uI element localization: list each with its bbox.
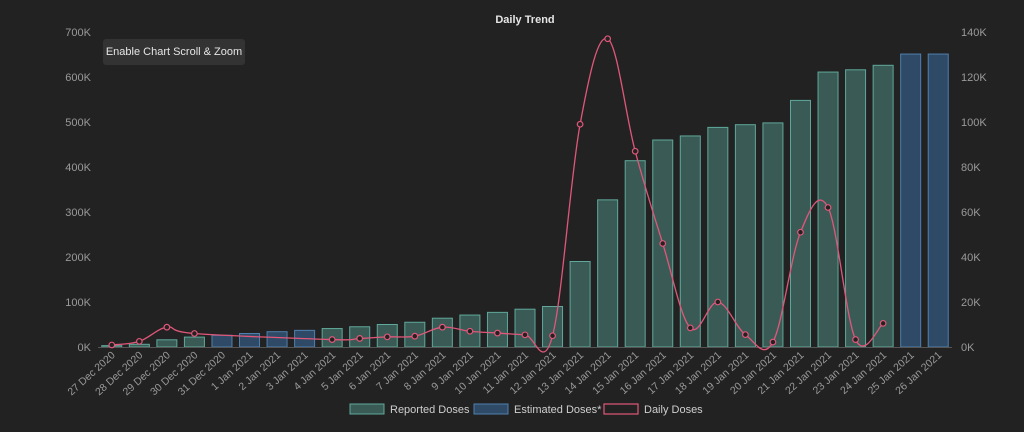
daily-doses-point[interactable] <box>466 327 474 335</box>
bar-reported-doses[interactable] <box>845 69 867 348</box>
bar-reported-doses[interactable] <box>156 339 178 348</box>
bar-series <box>98 53 952 348</box>
daily-doses-point[interactable] <box>604 35 612 43</box>
chart-legend[interactable]: Reported Doses Estimated Doses* Daily Dose… <box>349 403 703 416</box>
daily-doses-point[interactable] <box>135 337 143 345</box>
legend-label: Reported Doses <box>390 404 470 416</box>
bar-estimated-doses[interactable] <box>900 53 922 348</box>
daily-doses-point[interactable] <box>824 204 832 211</box>
daily-doses-point[interactable] <box>686 324 694 332</box>
bar-reported-doses[interactable] <box>597 199 619 348</box>
y-axis-left: 0K 100K 200K 300K 400K 500K 600K 700K <box>65 27 91 354</box>
bar-reported-doses[interactable] <box>183 336 205 348</box>
legend-item[interactable]: Daily Doses <box>603 403 703 416</box>
daily-doses-point[interactable] <box>659 240 667 247</box>
daily-doses-point[interactable] <box>879 319 887 327</box>
y-left-tick-label: 100K <box>65 297 91 309</box>
daily-doses-point[interactable] <box>411 332 419 340</box>
daily-doses-point[interactable] <box>438 323 446 331</box>
y-right-tick-label: 120K <box>961 72 987 84</box>
daily-doses-point[interactable] <box>576 120 584 128</box>
bar-reported-doses[interactable] <box>734 124 756 348</box>
legend-swatch <box>603 403 639 415</box>
bar-reported-doses[interactable] <box>431 317 453 348</box>
bar-estimated-doses[interactable] <box>211 334 233 348</box>
legend-item[interactable]: Reported Doses <box>349 403 470 416</box>
daily-doses-point[interactable] <box>852 336 859 343</box>
bar-estimated-doses[interactable] <box>266 331 288 348</box>
legend-label: Estimated Doses* <box>514 404 602 416</box>
daily-doses-point[interactable] <box>328 336 336 343</box>
bar-estimated-doses[interactable] <box>239 333 261 348</box>
enable-scroll-zoom-button[interactable]: Enable Chart Scroll & Zoom <box>103 39 245 65</box>
bar-estimated-doses[interactable] <box>927 53 949 348</box>
legend-item[interactable]: Estimated Doses* <box>473 403 602 416</box>
daily-doses-point[interactable] <box>521 331 529 339</box>
chart-title: Daily Trend <box>495 14 554 26</box>
daily-doses-point[interactable] <box>741 331 749 339</box>
y-left-tick-label: 500K <box>65 117 91 129</box>
y-axis-right: 0K 20K 40K 60K 80K 100K 120K 140K <box>961 27 987 354</box>
bar-reported-doses[interactable] <box>624 160 646 348</box>
daily-doses-point[interactable] <box>108 341 116 349</box>
daily-doses-point[interactable] <box>191 330 198 337</box>
y-right-tick-label: 140K <box>961 27 987 39</box>
daily-doses-point[interactable] <box>631 147 639 155</box>
bar-reported-doses[interactable] <box>789 99 811 348</box>
daily-doses-point[interactable] <box>356 335 364 342</box>
y-right-tick-label: 20K <box>961 297 981 309</box>
y-right-tick-label: 0K <box>961 342 975 354</box>
bar-reported-doses[interactable] <box>872 64 894 348</box>
y-left-tick-label: 200K <box>65 252 91 264</box>
daily-doses-point[interactable] <box>383 333 391 341</box>
bar-reported-doses[interactable] <box>542 306 564 348</box>
daily-doses-point[interactable] <box>163 323 171 331</box>
y-left-tick-label: 600K <box>65 72 91 84</box>
line-series <box>108 35 887 353</box>
daily-doses-point[interactable] <box>797 228 804 236</box>
bar-reported-doses[interactable] <box>762 122 784 348</box>
daily-doses-point[interactable] <box>549 332 556 340</box>
y-left-tick-label: 700K <box>65 27 91 39</box>
y-right-tick-label: 40K <box>961 252 981 264</box>
legend-swatch <box>349 403 385 415</box>
y-right-tick-label: 80K <box>961 162 981 174</box>
y-right-tick-label: 100K <box>961 117 987 129</box>
daily-doses-point[interactable] <box>714 298 722 306</box>
legend-label: Daily Doses <box>644 404 703 416</box>
y-left-tick-label: 300K <box>65 207 91 219</box>
y-left-tick-label: 0K <box>78 342 92 354</box>
bar-reported-doses[interactable] <box>569 261 591 348</box>
y-left-tick-label: 400K <box>65 162 91 174</box>
daily-doses-point[interactable] <box>769 338 777 346</box>
daily-doses-point[interactable] <box>494 329 501 337</box>
y-right-tick-label: 60K <box>961 207 981 219</box>
legend-swatch <box>473 403 509 415</box>
bar-reported-doses[interactable] <box>707 126 729 348</box>
